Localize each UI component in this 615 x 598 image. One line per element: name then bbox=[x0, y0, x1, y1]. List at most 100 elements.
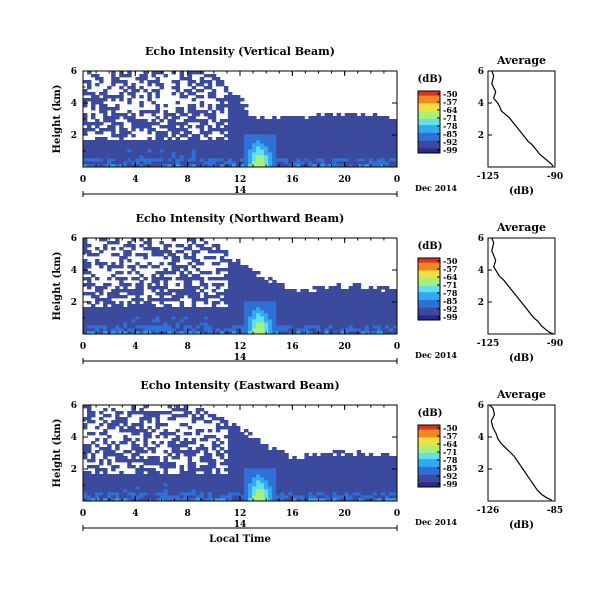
heatmap-cell bbox=[380, 134, 386, 138]
heatmap-cell bbox=[91, 304, 96, 308]
heatmap-cell bbox=[199, 238, 205, 242]
heatmap-cell bbox=[376, 325, 382, 329]
heatmap-cell bbox=[179, 128, 185, 132]
heatmap-cell bbox=[123, 492, 128, 496]
heatmap-cell bbox=[195, 146, 201, 150]
heatmap-cell bbox=[203, 110, 209, 114]
heatmap-cell bbox=[159, 328, 164, 332]
heatmap-cell bbox=[248, 459, 253, 463]
heatmap-cell bbox=[352, 301, 358, 305]
heatmap-cell bbox=[99, 122, 104, 126]
heatmap-cell bbox=[231, 322, 237, 326]
heatmap-cell bbox=[179, 77, 185, 81]
heatmap-cell bbox=[376, 480, 382, 484]
heatmap-cell bbox=[308, 295, 313, 299]
heatmap-cell bbox=[203, 301, 209, 305]
heatmap-cell bbox=[187, 495, 193, 499]
heatmap-cell bbox=[276, 468, 281, 472]
heatmap-cell bbox=[340, 155, 346, 159]
heatmap-cell bbox=[99, 319, 104, 323]
heatmap-cell bbox=[320, 492, 325, 496]
heatmap-cell bbox=[308, 316, 313, 320]
heatmap-cell bbox=[248, 298, 253, 302]
heatmap-cell bbox=[199, 459, 205, 463]
heatmap-cell bbox=[215, 125, 221, 129]
heatmap-cell bbox=[252, 465, 257, 469]
heatmap-cell bbox=[103, 325, 108, 329]
heatmap-cell bbox=[215, 292, 221, 296]
heatmap-cell bbox=[296, 155, 301, 159]
heatmap-cell bbox=[151, 265, 156, 269]
heatmap-cell bbox=[203, 164, 209, 168]
heatmap-cell bbox=[131, 465, 136, 469]
heatmap-cell bbox=[328, 158, 333, 162]
heatmap-cell bbox=[211, 277, 217, 281]
colorbar-swatch bbox=[418, 476, 440, 478]
heatmap-cell bbox=[103, 143, 108, 147]
heatmap-cell bbox=[131, 158, 136, 162]
heatmap-cell bbox=[372, 471, 378, 475]
heatmap-cell bbox=[384, 477, 390, 481]
heatmap-cell bbox=[348, 286, 354, 290]
heatmap-cell bbox=[392, 119, 398, 123]
heatmap-cell bbox=[380, 304, 386, 308]
heatmap-cell bbox=[223, 486, 229, 490]
heatmap-cell bbox=[227, 307, 233, 311]
heatmap-cell bbox=[356, 453, 362, 457]
heatmap-cell bbox=[155, 107, 160, 111]
heatmap-cell bbox=[111, 325, 116, 329]
heatmap-cell bbox=[348, 149, 354, 153]
heatmap-cell bbox=[276, 283, 281, 287]
heatmap-cell bbox=[320, 480, 325, 484]
heatmap-cell bbox=[316, 322, 321, 326]
heatmap-cell bbox=[183, 140, 189, 144]
heatmap-cell bbox=[219, 131, 225, 135]
heatmap-cell bbox=[248, 128, 253, 132]
heatmap-cell bbox=[151, 325, 156, 329]
heatmap-cell bbox=[296, 292, 301, 296]
heatmap-cell bbox=[256, 444, 261, 448]
heatmap-cell bbox=[328, 471, 333, 475]
average-x-tick-label: -85 bbox=[547, 506, 563, 516]
colorbar-swatch bbox=[418, 466, 440, 469]
heatmap-cell bbox=[320, 161, 325, 165]
heatmap-cell bbox=[380, 161, 386, 165]
heatmap-cell bbox=[203, 86, 209, 90]
heatmap-cell bbox=[99, 459, 104, 463]
heatmap-cell bbox=[207, 143, 213, 147]
heatmap-cell bbox=[163, 149, 168, 153]
heatmap-cell bbox=[364, 310, 370, 314]
heatmap-cell bbox=[83, 241, 88, 245]
heatmap-cell bbox=[288, 310, 293, 314]
heatmap-cell bbox=[143, 164, 148, 168]
heatmap-cell bbox=[127, 283, 132, 287]
heatmap-cell bbox=[171, 483, 176, 487]
heatmap-cell bbox=[348, 152, 354, 156]
heatmap-cell bbox=[256, 322, 261, 326]
heatmap-cell bbox=[95, 495, 100, 499]
heatmap-cell bbox=[231, 271, 237, 275]
heatmap-cell bbox=[175, 140, 181, 144]
heatmap-cell bbox=[320, 474, 325, 478]
heatmap-cell bbox=[320, 301, 325, 305]
colorbar-swatch bbox=[418, 273, 440, 276]
heatmap-cell bbox=[388, 131, 394, 135]
heatmap-cell bbox=[336, 301, 342, 305]
colorbar-swatch bbox=[418, 109, 440, 112]
heatmap-cell bbox=[240, 298, 245, 302]
heatmap-cell bbox=[139, 310, 144, 314]
heatmap-cell bbox=[115, 104, 120, 108]
heatmap-cell bbox=[348, 164, 354, 168]
heatmap-cell bbox=[91, 498, 96, 502]
heatmap-cell bbox=[95, 483, 100, 487]
heatmap-cell bbox=[87, 411, 92, 415]
heatmap-cell bbox=[103, 489, 108, 493]
heatmap-cell bbox=[223, 313, 229, 317]
heatmap-cell bbox=[223, 134, 229, 138]
heatmap-cell bbox=[288, 301, 293, 305]
heatmap-cell bbox=[248, 143, 253, 147]
heatmap-cell bbox=[328, 146, 333, 150]
heatmap-cell bbox=[99, 128, 104, 132]
heatmap-cell bbox=[256, 298, 261, 302]
heatmap-cell bbox=[300, 125, 305, 129]
